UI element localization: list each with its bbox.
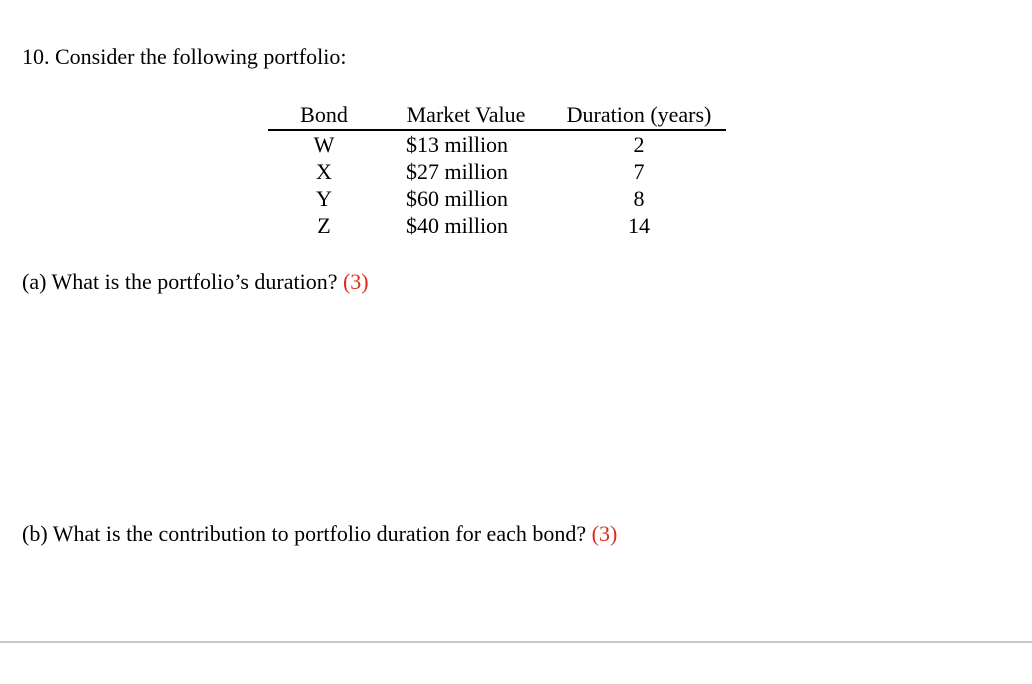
question-part-a-text: (a) What is the portfolio’s duration? [22,269,338,294]
portfolio-table: Bond Market Value Duration (years) W $13… [268,98,726,239]
duration-cell: 7 [633,159,645,184]
market-value-cell: $40 million [406,213,509,238]
duration-cell: 14 [628,213,650,238]
table-row: W $13 million 2 [268,130,726,158]
question-part-b-points: (3) [591,521,618,546]
bond-cell: Z [317,213,331,238]
question-part-b-text: (b) What is the contribution to portfoli… [22,521,587,546]
table-row: Y $60 million 8 [268,185,726,212]
header-bond: Bond [268,98,380,131]
market-value-cell: $13 million [406,132,509,157]
table-row: Z $40 million 14 [268,212,726,239]
header-duration: Duration (years) [552,98,726,131]
question-heading: 10. Consider the following portfolio: [22,44,347,69]
question-part-a-points: (3) [342,269,369,294]
question-part-b: (b) What is the contribution to portfoli… [22,521,617,547]
bond-cell: X [316,159,332,184]
market-value-cell: $27 million [406,159,509,184]
bond-cell: W [313,132,335,157]
question-part-a: (a) What is the portfolio’s duration? (3… [22,269,369,295]
duration-cell: 2 [633,132,645,157]
header-market-value: Market Value [380,98,552,131]
table-header-row: Bond Market Value Duration (years) [268,98,726,131]
duration-cell: 8 [633,186,645,211]
page-divider [0,641,1032,643]
bond-cell: Y [316,186,332,211]
market-value-cell: $60 million [406,186,509,211]
table-row: X $27 million 7 [268,158,726,185]
